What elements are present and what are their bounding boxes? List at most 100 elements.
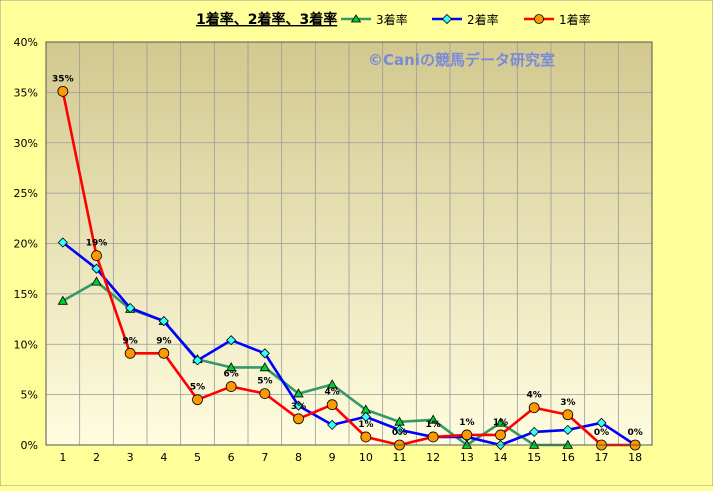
data-label: 5%	[257, 377, 272, 387]
data-label: 3%	[291, 402, 306, 412]
legend-label-1着率: 1着率	[559, 12, 591, 27]
point-s1	[360, 431, 372, 443]
point-s2	[125, 302, 136, 314]
point-s2	[327, 419, 338, 430]
point-s2	[596, 417, 607, 428]
data-label: 9%	[123, 336, 138, 346]
x-tick-label: 5	[194, 451, 201, 464]
y-tick-label: 40%	[14, 36, 38, 49]
grid	[45, 41, 653, 446]
x-tick-label: 4	[160, 451, 167, 464]
y-tick-label: 10%	[14, 338, 38, 351]
y-tick-label: 25%	[14, 187, 38, 200]
plot-border	[45, 41, 653, 446]
point-s3	[259, 362, 271, 372]
legend: 3着率 2着率 1着率	[341, 12, 591, 27]
y-tick-label: 35%	[14, 86, 38, 99]
y-tick-label: 5%	[21, 389, 38, 402]
point-s1	[225, 381, 237, 392]
point-s1	[91, 250, 102, 261]
point-s3	[293, 388, 304, 398]
legend-item-2着率: 2着率	[432, 12, 499, 27]
point-s3	[528, 439, 540, 449]
x-tick-label: 10	[359, 451, 373, 464]
point-s3	[91, 276, 102, 286]
y-tick-label: 20%	[14, 238, 38, 251]
x-tick-label: 7	[261, 451, 268, 464]
x-tick-label: 1	[59, 451, 66, 464]
point-s2	[360, 411, 371, 422]
point-s2	[259, 348, 270, 359]
point-s3	[562, 439, 574, 449]
point-s2	[394, 424, 405, 435]
legend-label-3着率: 3着率	[376, 12, 408, 27]
x-tick-label: 9	[329, 451, 336, 464]
point-s1	[495, 429, 506, 441]
point-s2	[158, 316, 169, 327]
y-axis: 0% 5% 10% 15% 20% 25% 30% 35% 40%	[14, 36, 38, 452]
x-tick-label: 11	[393, 451, 407, 464]
point-s1	[528, 402, 540, 414]
x-tick-label: 8	[295, 451, 302, 464]
data-label: 0%	[392, 428, 407, 438]
point-s3	[225, 362, 237, 372]
x-tick-label: 3	[127, 451, 134, 464]
legend-marker-circle	[534, 14, 544, 24]
x-axis: 1 2 3 4 5 6 7 8 9 10 11 12 13 14 15 16 17 18	[59, 451, 642, 464]
data-label: 0%	[628, 428, 643, 438]
point-s3	[57, 295, 69, 305]
data-label: 0%	[594, 428, 609, 438]
legend-label-2着率: 2着率	[467, 12, 499, 27]
data-label: 9%	[156, 336, 171, 346]
series-layer	[57, 85, 641, 451]
x-tick-label: 2	[93, 451, 100, 464]
point-s2	[57, 237, 68, 248]
legend-marker-diamond	[441, 13, 453, 25]
point-s2	[562, 424, 573, 435]
series-line-s1	[61, 91, 636, 447]
point-s3	[461, 439, 473, 449]
chart-title: 1着率、2着率、3着率	[196, 11, 337, 28]
series-s2	[57, 237, 641, 451]
x-tick-label: 16	[561, 451, 575, 464]
point-s1	[461, 429, 473, 441]
legend-item-3着率: 3着率	[341, 12, 408, 27]
data-label: 5%	[190, 383, 205, 393]
point-s1	[562, 409, 574, 421]
point-s1	[158, 347, 170, 359]
point-s1	[293, 413, 304, 425]
point-s3	[495, 417, 506, 427]
point-s1	[427, 431, 439, 443]
data-label: 1%	[426, 420, 441, 430]
point-s2	[192, 355, 203, 366]
x-tick-label: 13	[460, 451, 474, 464]
y-tick-label: 15%	[14, 288, 38, 301]
x-tick-label: 14	[494, 451, 508, 464]
point-s3	[427, 414, 439, 424]
data-label: 19%	[86, 239, 108, 249]
point-s2	[529, 426, 540, 437]
point-s2	[293, 400, 304, 411]
legend-marker-triangle	[350, 14, 362, 23]
data-label: 6%	[224, 370, 239, 380]
data-label: 4%	[325, 388, 340, 398]
x-tick-label: 12	[426, 451, 440, 464]
data-label: 1%	[358, 420, 373, 430]
x-tick-label: 15	[527, 451, 541, 464]
data-label: 4%	[527, 391, 542, 401]
point-s1	[259, 388, 271, 400]
point-s2	[226, 335, 237, 346]
x-tick-label: 6	[228, 451, 235, 464]
data-label: 1%	[493, 418, 508, 428]
y-tick-label: 30%	[14, 137, 38, 150]
series-s1	[57, 85, 641, 451]
x-tick-label: 17	[595, 451, 609, 464]
watermark: ©Caniの競馬データ研究室	[368, 51, 555, 69]
data-label: 1%	[459, 418, 474, 428]
point-s3	[326, 379, 338, 389]
data-label: 35%	[52, 74, 74, 84]
x-tick-label: 18	[628, 451, 642, 464]
point-s1	[192, 394, 203, 406]
